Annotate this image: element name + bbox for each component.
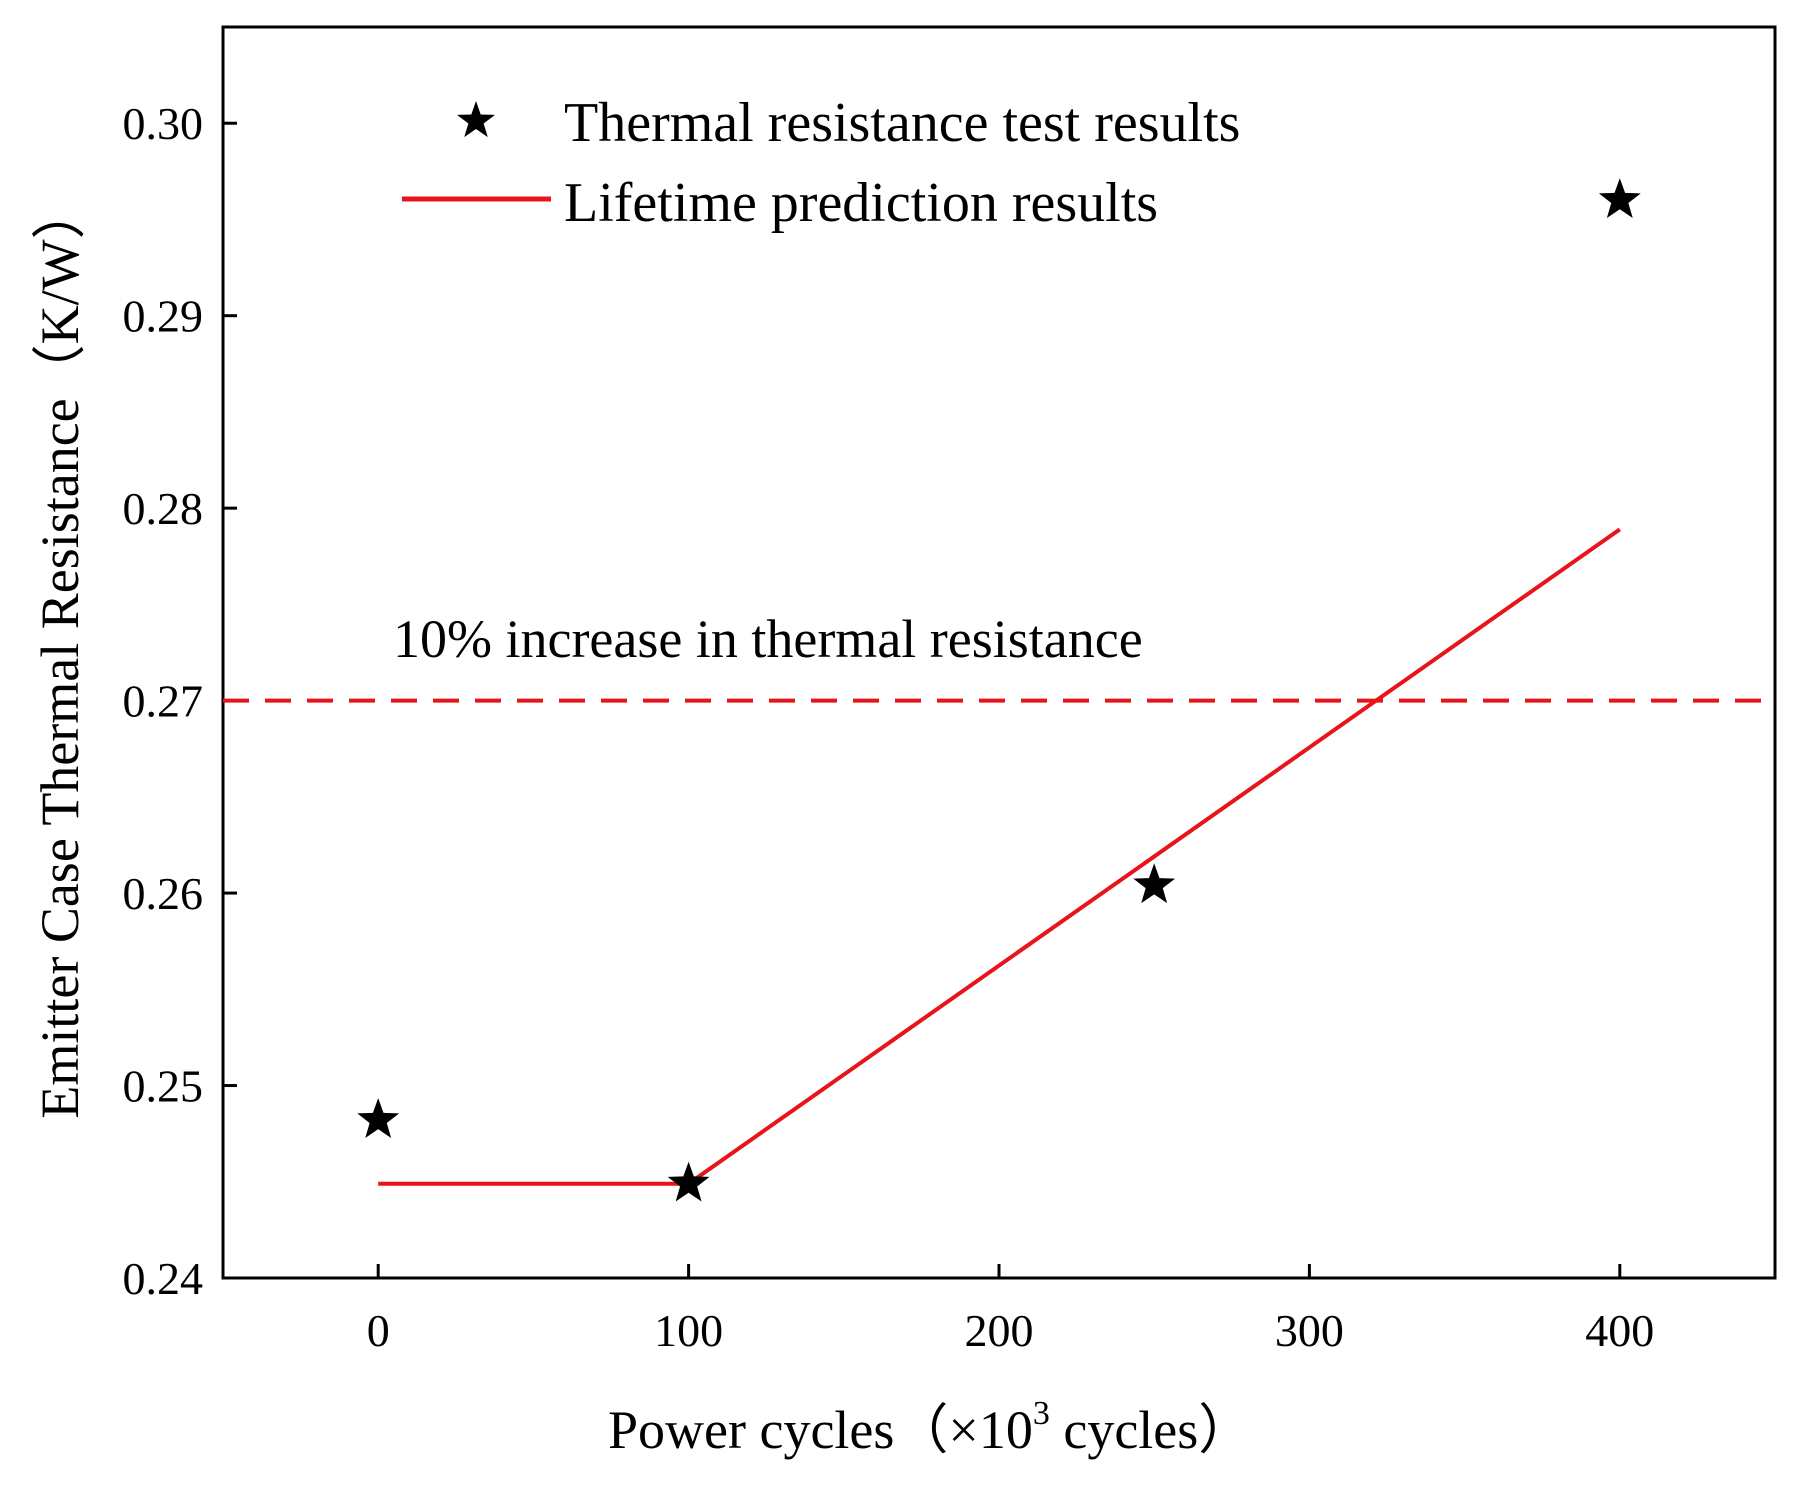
y-tick-label: 0.25 xyxy=(123,1061,204,1112)
y-tick-label: 0.29 xyxy=(123,291,204,342)
legend-label-test-results: Thermal resistance test results xyxy=(564,92,1240,154)
reference-line-label: 10% increase in thermal resistance xyxy=(393,609,1143,669)
data-point-star xyxy=(357,1098,400,1138)
x-axis-ticks: 0 100 200 300 400 xyxy=(367,1264,1654,1356)
data-point-star xyxy=(667,1161,710,1202)
y-axis-ticks: 0.24 0.25 0.26 0.27 0.28 0.29 0.30 xyxy=(123,98,237,1304)
x-tick-label: 200 xyxy=(965,1305,1034,1356)
x-axis-title-main: Power cycles（×10 xyxy=(608,1400,1033,1460)
y-tick-label: 0.24 xyxy=(123,1253,204,1304)
legend-label-prediction: Lifetime prediction results xyxy=(564,172,1158,234)
y-axis-title: Emitter Case Thermal Resistance（K/W） xyxy=(30,185,90,1118)
series-scatter-test-results xyxy=(357,178,1641,1202)
x-tick-label: 100 xyxy=(654,1305,723,1356)
y-tick-label: 0.28 xyxy=(123,483,204,534)
data-point-star xyxy=(1133,863,1176,904)
legend-marker-star-icon xyxy=(456,101,496,138)
y-tick-label: 0.26 xyxy=(123,868,204,919)
legend: Thermal resistance test results Lifetime… xyxy=(402,92,1240,234)
y-tick-label: 0.27 xyxy=(123,676,204,727)
x-tick-label: 0 xyxy=(367,1305,390,1356)
x-axis-title-exponent: 3 xyxy=(1033,1395,1050,1432)
x-tick-label: 400 xyxy=(1585,1305,1654,1356)
x-axis-title-tail: cycles） xyxy=(1050,1400,1252,1460)
x-tick-label: 300 xyxy=(1275,1305,1344,1356)
y-tick-label: 0.30 xyxy=(123,98,204,149)
x-axis-title: Power cycles（×103 cycles） xyxy=(608,1395,1252,1460)
data-point-star xyxy=(1598,178,1641,219)
